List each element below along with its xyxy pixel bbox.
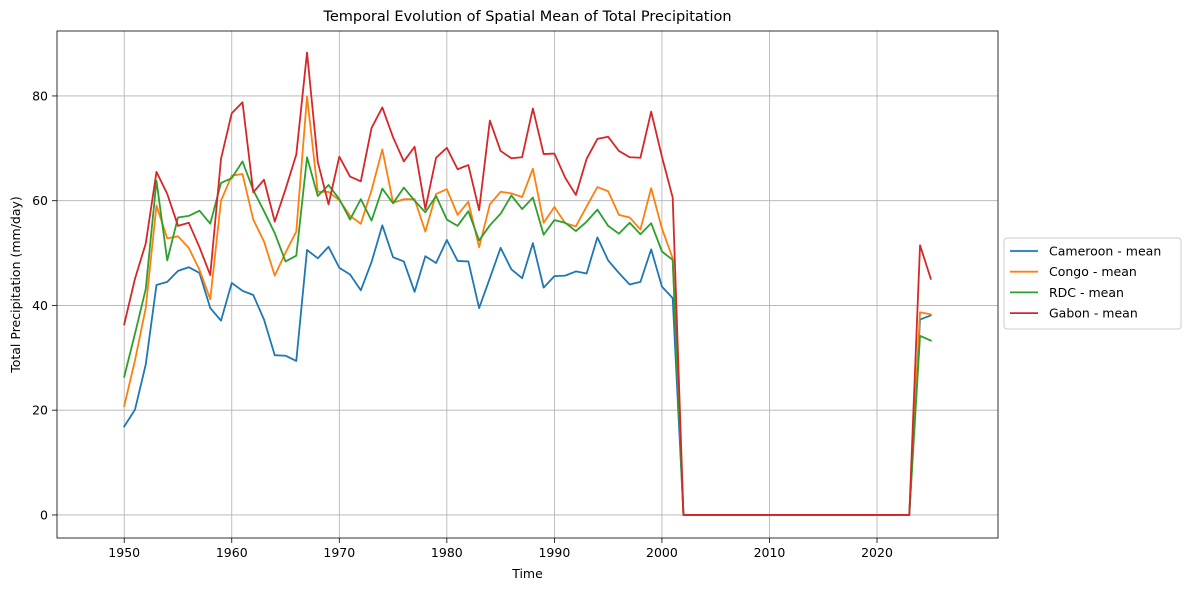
plot-frame xyxy=(56,30,999,539)
x-tick-label: 2020 xyxy=(861,545,893,560)
y-tick-label: 60 xyxy=(32,193,48,208)
x-tick-label: 1990 xyxy=(538,545,570,560)
legend-label: Congo - mean xyxy=(1049,264,1137,279)
legend-label: RDC - mean xyxy=(1049,285,1124,300)
x-tick-label: 1970 xyxy=(323,545,355,560)
y-tick-label: 0 xyxy=(40,507,48,522)
legend-box xyxy=(1003,237,1182,330)
legend-label: Gabon - mean xyxy=(1049,306,1138,321)
y-tick-label: 40 xyxy=(32,298,48,313)
axis-ticks: 1950 1960 1970 1980 1990 2000 2010 2020 0 20 40 60 8… xyxy=(32,88,893,560)
x-tick-label: 1950 xyxy=(108,545,140,560)
x-tick-label: 2010 xyxy=(754,545,786,560)
legend: Cameroon - mean Congo - mean RDC - mean Gab… xyxy=(1003,237,1182,330)
x-axis-title: Time xyxy=(511,566,543,581)
series-line-gabon xyxy=(123,51,932,516)
legend-label: Cameroon - mean xyxy=(1049,244,1161,259)
y-axis-title: Total Precipitation (mm/day) xyxy=(8,196,23,374)
series-lines xyxy=(122,51,932,516)
x-tick-label: 1980 xyxy=(431,545,463,560)
y-tick-label: 20 xyxy=(32,403,48,418)
x-tick-label: 1960 xyxy=(216,545,248,560)
y-tick-label: 80 xyxy=(32,88,48,103)
x-tick-label: 2000 xyxy=(646,545,678,560)
chart-title: Temporal Evolution of Spatial Mean of To… xyxy=(322,9,731,25)
